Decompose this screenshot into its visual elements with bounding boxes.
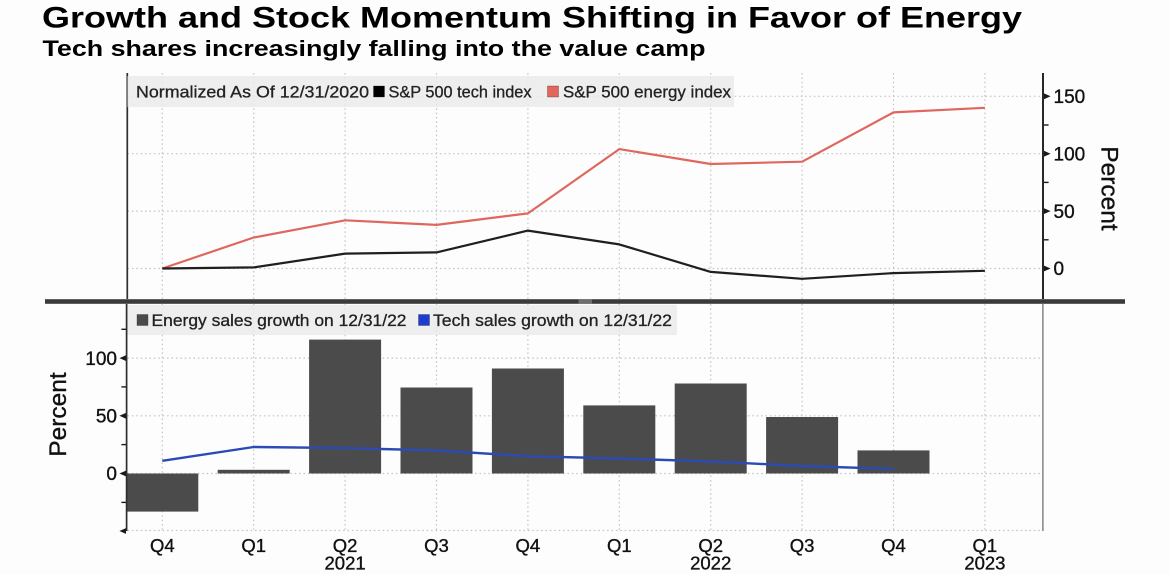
svg-text:Q2: Q2 — [698, 535, 723, 556]
svg-text:Growth and Stock Momentum Shif: Growth and Stock Momentum Shifting in Fa… — [42, 2, 1022, 35]
svg-text:Percent: Percent — [45, 372, 72, 457]
svg-text:2022: 2022 — [690, 553, 731, 574]
svg-text:Q4: Q4 — [881, 535, 906, 556]
svg-text:100: 100 — [85, 349, 117, 370]
svg-text:S&P 500 energy index: S&P 500 energy index — [563, 83, 731, 102]
svg-text:100: 100 — [1054, 144, 1086, 165]
svg-text:Q1: Q1 — [241, 535, 266, 556]
svg-text:0: 0 — [1054, 259, 1065, 280]
svg-text:Q4: Q4 — [516, 535, 541, 556]
svg-text:S&P 500 tech index: S&P 500 tech index — [389, 83, 532, 102]
svg-text:Q3: Q3 — [790, 535, 815, 556]
svg-text:2023: 2023 — [964, 553, 1005, 574]
svg-text:Percent: Percent — [1096, 146, 1123, 231]
svg-text:Energy sales growth on 12/31/2: Energy sales growth on 12/31/22 — [152, 311, 407, 330]
svg-text:50: 50 — [96, 407, 117, 428]
svg-text:Q4: Q4 — [150, 535, 175, 556]
svg-text:0: 0 — [106, 464, 117, 485]
svg-text:Q1: Q1 — [607, 535, 632, 556]
svg-text:2021: 2021 — [325, 553, 366, 574]
svg-text:Tech sales growth on 12/31/22: Tech sales growth on 12/31/22 — [433, 311, 672, 330]
svg-text:Q1: Q1 — [973, 535, 998, 556]
svg-text:Tech shares increasingly falli: Tech shares increasingly falling into th… — [43, 36, 706, 61]
svg-text:150: 150 — [1054, 87, 1086, 108]
svg-text:Normalized As Of 12/31/2020: Normalized As Of 12/31/2020 — [136, 83, 369, 102]
svg-text:50: 50 — [1054, 202, 1075, 223]
svg-text:Q2: Q2 — [333, 535, 358, 556]
svg-text:Q3: Q3 — [424, 535, 449, 556]
